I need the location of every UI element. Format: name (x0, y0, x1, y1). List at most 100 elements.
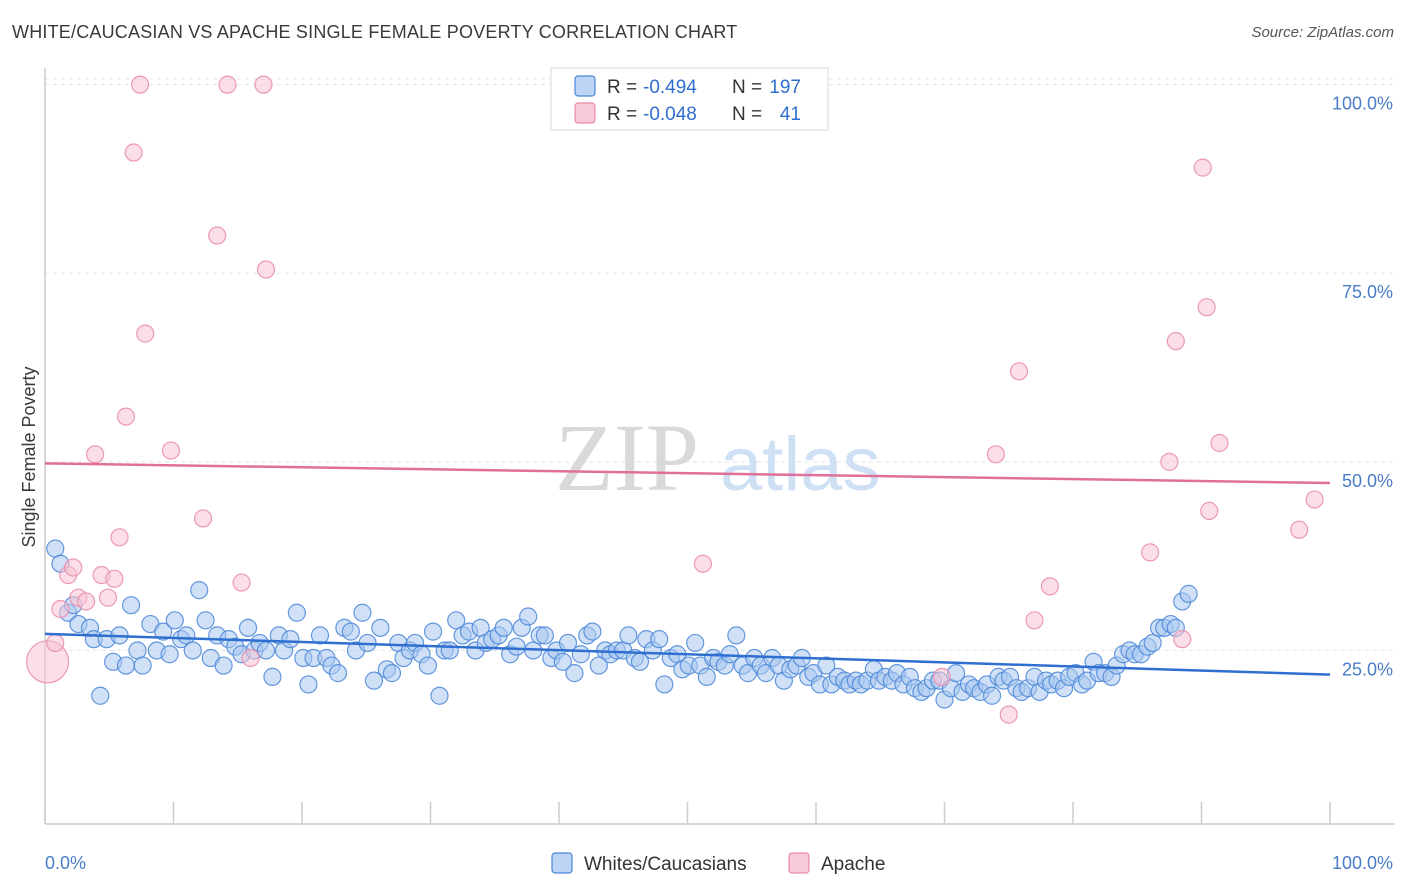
data-point (208, 226, 227, 245)
data-point (196, 611, 215, 630)
legend-n-value-apache: 41 (780, 104, 801, 125)
data-point (91, 686, 110, 705)
data-point (1140, 543, 1160, 562)
data-point (817, 656, 836, 675)
data-point (77, 592, 96, 611)
data-point (1290, 520, 1309, 539)
correlation-legend: R = -0.494 N = 197 R = -0.048 N = 41 (550, 67, 829, 131)
data-point (982, 686, 1002, 705)
data-point (121, 596, 141, 615)
data-point (583, 622, 602, 641)
x-tick-label-max: 100.0% (1332, 853, 1393, 873)
y-tick-label: 25.0% (1342, 659, 1393, 679)
data-point (1200, 501, 1219, 521)
data-point (214, 656, 233, 675)
axes (44, 68, 1395, 825)
data-point (281, 630, 300, 649)
data-point (371, 618, 390, 637)
legend-swatch-apache (574, 102, 596, 124)
series-whites (46, 539, 1198, 709)
data-point (589, 656, 608, 675)
data-point (299, 675, 318, 694)
data-point (238, 618, 258, 637)
series-apache (25, 75, 1324, 724)
legend-r-label-apache: R = (607, 104, 637, 125)
data-point (553, 652, 572, 671)
data-point (986, 445, 1006, 464)
data-point (423, 622, 443, 641)
data-point (727, 626, 746, 645)
data-point (650, 630, 669, 649)
data-point (133, 656, 152, 675)
source-label: Source: ZipAtlas.com (1251, 24, 1394, 41)
legend-box (550, 67, 829, 131)
data-point (154, 622, 173, 641)
bottom-legend-label-white: Whites/Caucasians (584, 854, 747, 875)
data-point (105, 569, 124, 588)
data-point (565, 664, 584, 683)
series-layer (25, 75, 1324, 724)
bottom-legend-swatch-white (551, 852, 573, 874)
data-point (535, 626, 554, 645)
data-point (110, 528, 129, 547)
data-point (161, 441, 181, 460)
data-point (999, 705, 1018, 724)
trend-line-whites (44, 632, 1331, 676)
data-point (98, 588, 118, 607)
data-point (51, 599, 70, 619)
data-point (1197, 298, 1216, 317)
data-point (254, 75, 273, 94)
data-point (418, 656, 438, 675)
data-point (130, 75, 150, 94)
data-point (86, 445, 105, 464)
data-point (655, 675, 674, 694)
trend-layer (44, 462, 1331, 676)
legend-swatch-white (574, 75, 596, 97)
data-point (116, 656, 136, 675)
data-point (1210, 433, 1229, 453)
data-point (1025, 611, 1044, 630)
legend-r-value-apache: -0.048 (643, 104, 697, 125)
data-point (1173, 630, 1192, 649)
data-point (382, 664, 402, 683)
data-point (218, 75, 237, 94)
data-point (241, 648, 260, 668)
data-point (177, 626, 196, 645)
watermark: ZIP atlas (555, 404, 881, 511)
data-point (932, 667, 952, 686)
data-point (1040, 577, 1059, 596)
data-point (1143, 633, 1162, 653)
y-axis-label: Single Female Poverty (19, 366, 39, 547)
bottom-legend-swatch-apache (788, 852, 810, 874)
trend-line-apache (44, 462, 1331, 485)
series-legend: Whites/Caucasians Apache (551, 852, 885, 875)
legend-r-value-white: -0.494 (643, 77, 697, 98)
data-point (693, 554, 713, 573)
legend-r-label-white: R = (607, 77, 637, 98)
data-point (310, 626, 330, 645)
data-point (364, 671, 384, 690)
watermark-atlas: atlas (720, 422, 881, 507)
tick-labels: 25.0% 50.0% 75.0% 100.0% 0.0% 100.0% (45, 94, 1393, 873)
data-point (183, 641, 202, 660)
data-point (46, 633, 65, 653)
data-point (353, 603, 372, 622)
data-point (1305, 490, 1324, 509)
data-point (430, 686, 449, 705)
data-point (64, 558, 83, 577)
data-point (1193, 158, 1212, 177)
data-point (165, 611, 184, 630)
y-tick-label: 50.0% (1342, 471, 1393, 491)
data-point (341, 622, 360, 641)
y-tick-label: 100.0% (1332, 94, 1393, 114)
data-point (1166, 332, 1185, 351)
data-point (46, 539, 65, 558)
data-point (160, 645, 179, 664)
chart-title: WHITE/CAUCASIAN VS APACHE SINGLE FEMALE … (12, 22, 738, 42)
data-point (136, 324, 155, 343)
data-point (1009, 362, 1029, 381)
legend-n-label-white: N = (732, 77, 762, 98)
data-point (232, 573, 251, 592)
data-point (256, 260, 276, 279)
